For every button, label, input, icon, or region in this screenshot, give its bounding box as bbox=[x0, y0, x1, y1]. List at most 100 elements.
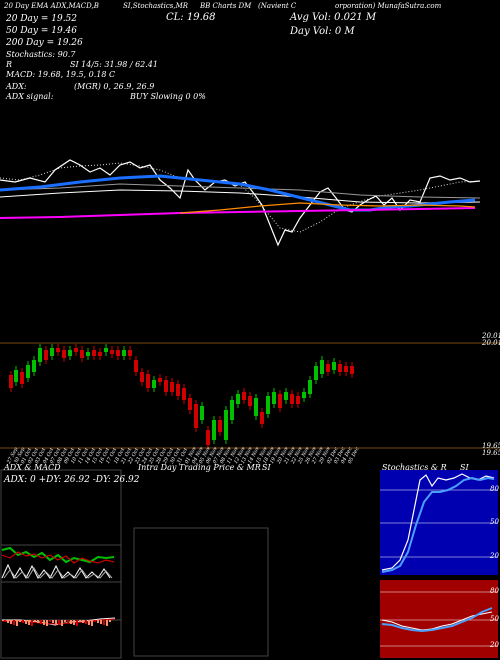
candle-body bbox=[26, 365, 30, 378]
adx-signal-label: ADX signal: bbox=[6, 92, 54, 101]
price-bottom-label-2: 19.65 bbox=[482, 449, 500, 457]
candle-body bbox=[110, 350, 114, 354]
stochastics-label: Stochastics: 90.7 bbox=[6, 50, 76, 59]
candle-body bbox=[50, 348, 54, 356]
intraday-panel bbox=[133, 527, 269, 657]
candle-body bbox=[242, 392, 246, 400]
macd-hist-bar bbox=[10, 620, 12, 624]
candle-body bbox=[188, 398, 192, 410]
candle-body bbox=[134, 360, 138, 372]
macd-hist-bar bbox=[64, 620, 66, 622]
candle-body bbox=[206, 430, 210, 445]
macd-hist-bar bbox=[67, 620, 69, 623]
ema200-label: 200 Day = 19.26 bbox=[6, 38, 83, 48]
candle-body bbox=[200, 406, 204, 420]
stoch-level-50: 50 bbox=[490, 518, 499, 526]
header-bb-label: BB Charts DM bbox=[200, 2, 252, 10]
macd-hist-bar bbox=[7, 620, 9, 623]
candle-body bbox=[92, 350, 96, 356]
stoch-si-label: SI bbox=[460, 463, 469, 472]
candle-body bbox=[98, 352, 102, 356]
adx-white-line bbox=[1, 563, 111, 580]
ema-magenta-line bbox=[0, 207, 476, 219]
candle-body bbox=[260, 412, 264, 424]
macd-hist-bar bbox=[19, 620, 21, 622]
macd-hist-bar bbox=[109, 620, 111, 622]
r-prefix-label: R bbox=[6, 60, 13, 69]
adx-red-line bbox=[1, 551, 115, 564]
stoch-blue-line bbox=[381, 476, 495, 573]
candle-body bbox=[320, 360, 324, 374]
ema-orange-line bbox=[179, 202, 476, 214]
macd-hist-bar bbox=[40, 620, 42, 624]
candle-body bbox=[38, 348, 42, 362]
macd-hist-bar bbox=[4, 620, 6, 622]
candle-body bbox=[140, 372, 144, 382]
candle-body bbox=[266, 396, 270, 414]
header-site-label: orporation) MunafaSutra.com bbox=[335, 2, 442, 10]
candle-body bbox=[290, 394, 294, 404]
candle-body bbox=[146, 374, 150, 388]
price-top-label: 20.01 bbox=[482, 332, 500, 340]
header-studies-label: 20 Day EMA ADX,MACD,B bbox=[4, 2, 99, 10]
macd-hist-bar bbox=[49, 620, 51, 622]
mgr-label: (MGR) 0, 26.9, 26.9 bbox=[74, 82, 155, 91]
macd-hist-bar bbox=[70, 620, 72, 624]
candle-body bbox=[122, 350, 126, 356]
ema-white-line bbox=[0, 189, 481, 204]
candle-body bbox=[302, 392, 306, 398]
candle-body bbox=[308, 380, 312, 394]
macd-hist-bar bbox=[28, 620, 30, 625]
day-vol-label: Day Vol: 0 M bbox=[290, 26, 355, 37]
candle-body bbox=[338, 364, 342, 372]
stoch-level-80: 80 bbox=[490, 485, 499, 493]
adx-values-label: ADX: 0 +DY: 26.92 -DY: 26.92 bbox=[4, 475, 140, 485]
stoch-title: Stochastics & R bbox=[382, 463, 447, 472]
macd-hist-bar bbox=[43, 620, 45, 625]
candle-body bbox=[218, 420, 222, 432]
macd-hist-bar bbox=[91, 620, 93, 626]
stochastics-panel bbox=[380, 470, 498, 575]
si-level-20: 20 bbox=[490, 641, 499, 649]
candle-body bbox=[164, 380, 168, 392]
price-top-label-2: 20.01 bbox=[482, 339, 500, 347]
macd-hist-bar bbox=[31, 620, 33, 626]
candle-body bbox=[326, 364, 330, 372]
si-blue-line bbox=[381, 607, 493, 633]
candle-body bbox=[86, 352, 90, 356]
candle-body bbox=[104, 348, 108, 352]
macd-hist-bar bbox=[85, 620, 87, 624]
macd-hist-bar bbox=[46, 620, 48, 626]
candle-body bbox=[248, 396, 252, 406]
macd-hist-bar bbox=[58, 620, 60, 625]
candle-body bbox=[62, 350, 66, 358]
macd-hist-bar bbox=[37, 620, 39, 623]
ema50-label: 50 Day = 19.46 bbox=[6, 26, 78, 36]
macd-hist-bar bbox=[94, 620, 96, 622]
ema-panel bbox=[0, 159, 481, 247]
macd-label: MACD: 19.68, 19.5, 0.18 C bbox=[6, 70, 116, 79]
candle-body bbox=[314, 366, 318, 380]
buy-label: BUY Slowing 0 0% bbox=[130, 92, 206, 101]
candle-body bbox=[278, 394, 282, 408]
candle-body bbox=[272, 392, 276, 404]
macd-hist-bar bbox=[73, 620, 75, 625]
candle-body bbox=[224, 410, 228, 440]
si-label: SI 14/5: 31.98 / 62.41 bbox=[70, 60, 158, 69]
macd-hist-bar bbox=[79, 620, 81, 622]
price-panel bbox=[0, 342, 500, 449]
price-dotted-line bbox=[0, 162, 481, 233]
candle-body bbox=[332, 362, 336, 370]
macd-hist-bar bbox=[16, 620, 18, 626]
macd-hist-bar bbox=[88, 620, 90, 625]
adx-label: ADX: bbox=[6, 82, 27, 91]
candle-body bbox=[128, 350, 132, 356]
candle-body bbox=[44, 350, 48, 360]
si-level-80: 80 bbox=[490, 587, 499, 595]
macd-hist-bar bbox=[76, 620, 78, 626]
avg-vol-label: Avg Vol: 0.021 M bbox=[290, 12, 377, 23]
macd-histogram bbox=[4, 620, 111, 626]
si-panel bbox=[380, 580, 498, 658]
candle-body bbox=[152, 380, 156, 388]
